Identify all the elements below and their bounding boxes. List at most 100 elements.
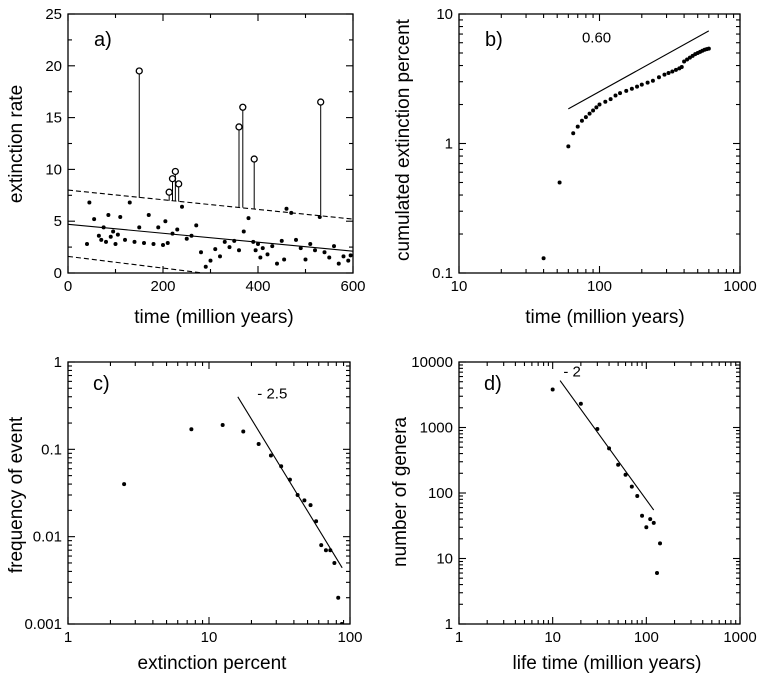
panel-d-ytick-label: 10 [436, 551, 453, 568]
panel-a-data-point [85, 241, 89, 246]
panel-a-data-point [237, 248, 241, 253]
panel-b-data-point [583, 115, 588, 120]
panel-a-data-point [137, 225, 142, 230]
panel-d-slope-annotation: - 2 [563, 364, 581, 381]
panel-d-label: d) [484, 373, 502, 395]
panel-d-data-point [629, 484, 634, 489]
panel-b-data-point [624, 88, 629, 93]
panel-b-data-point [682, 59, 687, 64]
panel-c-data-point [336, 595, 341, 600]
panel-a-data-point [118, 215, 123, 220]
panel-a-data [68, 67, 353, 273]
panel-b: b) time (million years) cumulated extinc… [393, 6, 757, 328]
panel-b-power-law-fit-line [568, 30, 710, 110]
panel-c-ytick-label: 0.001 [24, 616, 62, 633]
panel-d-data-point [550, 387, 555, 392]
panel-a-data-point [146, 212, 151, 217]
panel-d-data-point [635, 493, 640, 498]
panel-d-xtick-label: 1 [455, 629, 463, 646]
panel-c-data [122, 396, 344, 624]
panel-a-data-point [199, 250, 203, 255]
panel-c-data-point [302, 498, 307, 503]
panel-a-data-point [218, 254, 222, 259]
panel-b-data-point [670, 69, 675, 74]
panel-c-ytick-label: 1 [54, 354, 62, 371]
panel-c-data-point [256, 442, 261, 447]
panel-b-data [541, 30, 711, 261]
panel-b-data-point [603, 99, 608, 104]
panel-a-data-point [132, 239, 137, 244]
panel-c-data-point [339, 622, 344, 624]
panel-d-data-point [616, 462, 621, 467]
panel-b-ytick-label: 1 [445, 136, 453, 153]
panel-a-data-point [123, 237, 127, 242]
panel-b-data-point [666, 71, 671, 76]
panel-b-data-point [613, 93, 618, 98]
panel-c-data-point [314, 519, 319, 524]
panel-b-data-point [594, 105, 599, 110]
panel-d-data-point [651, 520, 656, 525]
panel-b-ylabel: cumulated extinction percent [393, 18, 414, 261]
panel-a-mass-extinction-point [171, 167, 180, 176]
panel-c: c) extinction percent frequency of event… [6, 354, 363, 674]
panel-d-data [550, 380, 663, 576]
panel-a-xtick-label: 0 [64, 278, 72, 295]
panel-a-data-point [303, 257, 308, 262]
panel-a-trend-line [68, 223, 353, 252]
panel-d-ytick-label: 100 [428, 485, 453, 502]
panel-b-data-point [685, 57, 690, 62]
panel-a-data-point [111, 229, 116, 234]
panel-d-data-point [623, 472, 628, 477]
panel-a-ylabel: extinction rate [6, 85, 27, 203]
panel-b-xtick-label: 100 [587, 278, 612, 295]
panel-a-data-point [298, 246, 303, 251]
panel-c-data-point [319, 543, 324, 548]
panel-c-data-point [268, 453, 273, 458]
panel-c-data-point [241, 429, 246, 434]
panel-d-data-point [655, 571, 660, 576]
panel-a-xlabel: time (million years) [134, 307, 293, 328]
panel-a-data-point [104, 239, 108, 244]
panel-a-mass-extinction-point [250, 155, 258, 163]
panel-b-data-point [635, 84, 640, 89]
panel-d-xtick-label: 10 [544, 629, 561, 646]
panel-a-data-point [92, 217, 97, 222]
panel-a-data-point [87, 200, 92, 205]
panel-d-ytick-label: 1000 [420, 420, 453, 437]
panel-b-data-point [656, 75, 661, 80]
panel-b-data-point [673, 67, 678, 72]
panel-a-upper-bound-line [68, 189, 353, 220]
panel-a-data-point [108, 234, 113, 239]
panel-a-ytick-label: 0 [54, 265, 62, 282]
panel-d-data-point [640, 513, 645, 518]
panel-d-ytick-label: 1 [445, 616, 453, 633]
panel-a-data-point [175, 227, 180, 232]
panel-b-xlabel: time (million years) [525, 307, 684, 328]
panel-a-data-point [96, 233, 101, 238]
panel-c-slope-annotation: - 2.5 [257, 386, 287, 403]
panel-d-frame [458, 361, 741, 625]
panel-a-data-point [279, 238, 284, 243]
panel-b-data-point [597, 102, 602, 107]
panel-b-data-point [662, 72, 667, 77]
panel-b-data-point [679, 64, 684, 69]
panel-b-data-point [618, 91, 623, 96]
panel-d: d) life time (million years) number of g… [390, 354, 757, 674]
panel-a-label: a) [94, 29, 112, 51]
panel-a-ytick-label: 15 [45, 110, 62, 127]
panel-d-data-point [648, 517, 653, 522]
panel-b-label: b) [485, 29, 503, 51]
panel-a-data-point [294, 237, 298, 242]
panel-b-data-point [608, 97, 613, 102]
panel-b-data-point [541, 256, 546, 261]
panel-c-data-point [323, 548, 328, 553]
panel-a-data-point [161, 243, 165, 248]
panel-a-data-point [165, 240, 170, 245]
panel-a-data-point [208, 258, 213, 263]
panel-c-power-law-fit-line [237, 396, 343, 569]
panel-a-data-point [282, 257, 287, 262]
panel-a-data-point [222, 239, 227, 244]
panel-b-data-point [639, 82, 644, 87]
panel-b-data-point [587, 111, 592, 116]
